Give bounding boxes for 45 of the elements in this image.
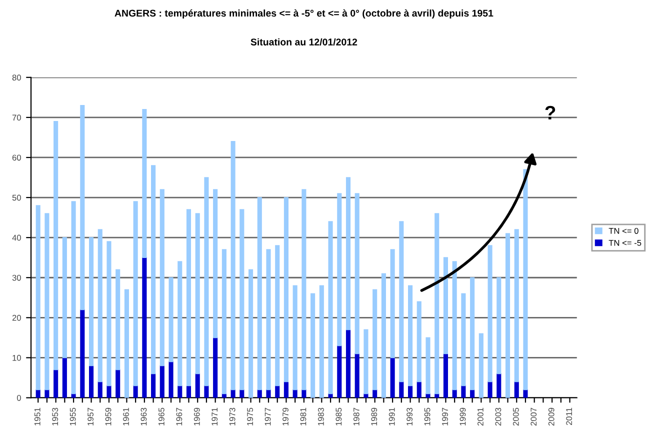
x-tick-label: 2007: [530, 408, 537, 426]
x-tick-label: 2005: [512, 408, 519, 426]
x-tick-label: 1951: [34, 408, 40, 426]
x-tick-label: 1979: [282, 408, 288, 426]
x-tick-label: 1963: [140, 408, 147, 426]
x-tick-label: 1957: [88, 408, 94, 426]
x-tick-label: 1977: [264, 408, 271, 426]
x-tick-label: 1989: [371, 408, 378, 426]
x-tick-label: 1965: [158, 408, 164, 426]
x-tick-label: 1955: [70, 408, 76, 426]
x-tick-label: 1993: [406, 408, 413, 426]
x-tick-label: 1969: [194, 408, 200, 426]
x-tick-label: 1967: [176, 408, 182, 426]
x-tick-label: 2001: [478, 408, 484, 426]
x-tick-label: 2003: [495, 408, 502, 426]
x-tick-label: 1981: [300, 408, 306, 426]
y-tick-label: 30: [12, 274, 21, 281]
y-tick-label: 70: [12, 114, 21, 121]
y-tick-label: 60: [12, 154, 21, 161]
x-tick-label: 1971: [212, 408, 218, 426]
x-tick-label: 1985: [336, 408, 342, 426]
x-tick-label: 1999: [460, 408, 466, 426]
y-tick-label: 10: [12, 354, 21, 361]
y-tick-label: 20: [12, 314, 21, 321]
x-tick-label: 1961: [123, 408, 129, 426]
y-tick-label: 80: [12, 74, 21, 80]
chart-title: ANGERS : températures minimales <= à -5° et <= à 0° (octobre à avril) depuis 1951: [114, 9, 494, 19]
annotation: ?: [545, 106, 556, 120]
y-tick-label: 0: [16, 394, 21, 401]
legend-label: TN <= -5: [608, 240, 642, 246]
x-tick-label: 2011: [566, 408, 572, 425]
x-tick-label: 1959: [105, 408, 112, 426]
y-tick-label: 50: [12, 194, 21, 201]
x-tick-label: 1991: [388, 408, 395, 426]
legend-label: TN <= 0: [608, 228, 638, 234]
x-tick-label: 2009: [548, 408, 554, 426]
x-tick-label: 1987: [353, 408, 360, 426]
x-tick-label: 1995: [424, 408, 430, 426]
x-tick-label: 1973: [229, 408, 236, 426]
chart-subtitle: Situation au 12/01/2012: [250, 38, 358, 46]
x-tick-label: 1953: [52, 408, 58, 426]
x-tick-label: 1983: [318, 408, 324, 426]
x-tick-label: 1975: [247, 408, 254, 426]
x-tick-label: 1997: [442, 408, 448, 426]
y-tick-label: 40: [12, 234, 21, 241]
